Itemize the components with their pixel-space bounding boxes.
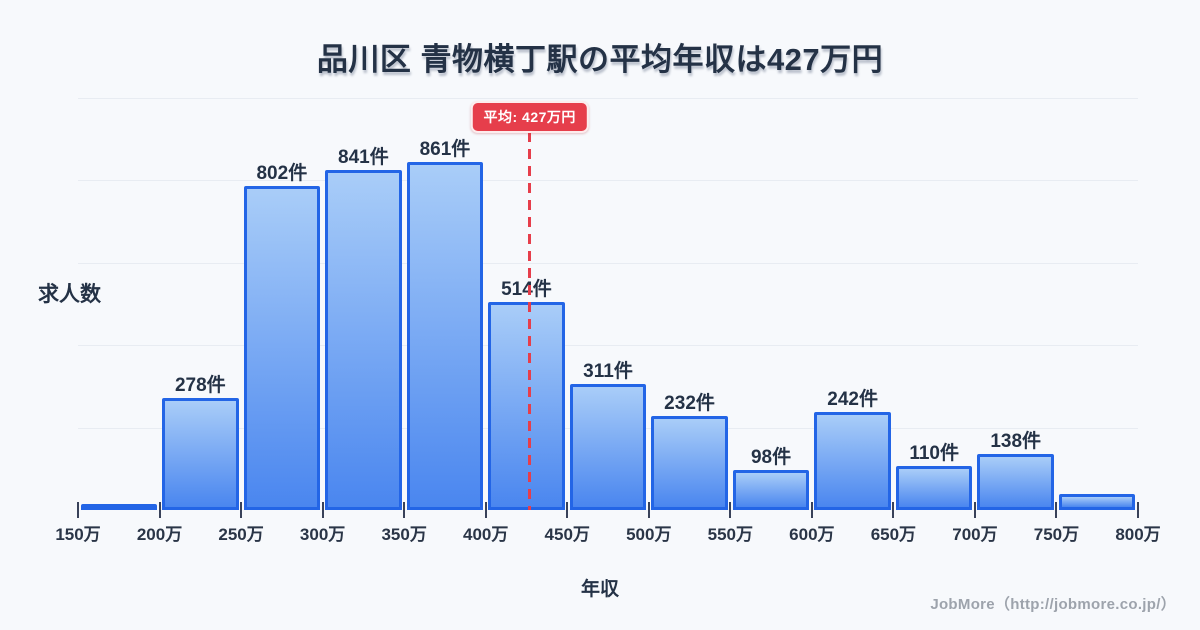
x-tick-mark [1137, 502, 1139, 518]
x-tick-label: 400万 [463, 525, 509, 544]
x-tick-mark [566, 502, 569, 518]
histogram-bar [406, 162, 484, 510]
x-tick-label: 300万 [299, 525, 346, 544]
x-tick-mark [403, 502, 406, 518]
x-axis-label: 年収 [580, 579, 619, 600]
x-tick-label: 500万 [626, 525, 672, 544]
x-tick-mark [810, 502, 813, 518]
footer-credit: JobMore（http://jobmore.co.jp/） [930, 596, 1176, 613]
histogram-bar [488, 302, 565, 510]
x-tick-label: 250万 [218, 525, 264, 544]
average-dashed-line [528, 132, 532, 510]
x-tick-mark [484, 502, 487, 518]
gridline [78, 262, 1138, 264]
x-tick-label: 800万 [1115, 525, 1161, 544]
x-tick-mark [321, 502, 324, 518]
x-tick-label: 200万 [136, 525, 183, 544]
histogram-bar [1058, 493, 1136, 510]
bar-value-label: 514件 [501, 279, 552, 301]
x-tick-mark [647, 502, 650, 518]
bar-value-label: 278件 [174, 374, 226, 396]
x-tick-mark [973, 502, 976, 518]
x-tick-label: 350万 [381, 525, 427, 544]
y-axis-label: 求人数 [38, 283, 101, 306]
gridline [78, 345, 1138, 347]
plot-area: 150万 200万 250万 300万 350万 400万 450万 500万 550万 600万… [55, 98, 1161, 544]
x-tick-label: 450万 [544, 525, 590, 544]
bar-value-label: 242件 [827, 389, 878, 411]
x-tick-label: 650万 [870, 525, 917, 544]
histogram-bar [651, 416, 728, 510]
bar-value-label: 802件 [256, 163, 308, 185]
x-tick-label: 150万 [55, 525, 101, 544]
x-tick-mark [729, 502, 732, 518]
bar-value-label: 861件 [419, 139, 471, 161]
x-tick-label: 600万 [789, 525, 835, 544]
gridline [78, 98, 1138, 99]
x-tick-label: 700万 [952, 525, 998, 544]
histogram-bar [162, 397, 239, 510]
histogram-bar [895, 465, 973, 510]
bar-value-label: 841件 [338, 147, 389, 169]
x-tick-mark [158, 502, 161, 518]
histogram-bar [977, 454, 1054, 510]
bar-value-label: 110件 [909, 442, 959, 464]
x-tick-mark [1055, 502, 1058, 518]
bar-value-label: 311件 [583, 361, 633, 383]
histogram-bar [814, 412, 891, 510]
x-tick-label: 550万 [707, 525, 753, 544]
histogram-bar [325, 170, 402, 510]
x-tick-mark [892, 502, 895, 518]
x-tick-label: 750万 [1033, 525, 1080, 544]
histogram-bar [243, 186, 321, 510]
bar-value-label: 232件 [664, 393, 715, 415]
gridline [78, 180, 1138, 182]
histogram-bar [732, 470, 810, 510]
histogram-bar [80, 503, 158, 510]
bar-value-label: 98件 [750, 447, 792, 469]
x-tick-mark [240, 502, 243, 518]
bar-value-label: 138件 [990, 431, 1042, 453]
average-badge: 平均: 427万円 [470, 101, 589, 133]
histogram-bar [569, 384, 647, 510]
chart-title: 品川区 青物横丁駅の平均年収は427万円 [316, 42, 884, 77]
x-tick-mark [77, 502, 79, 518]
